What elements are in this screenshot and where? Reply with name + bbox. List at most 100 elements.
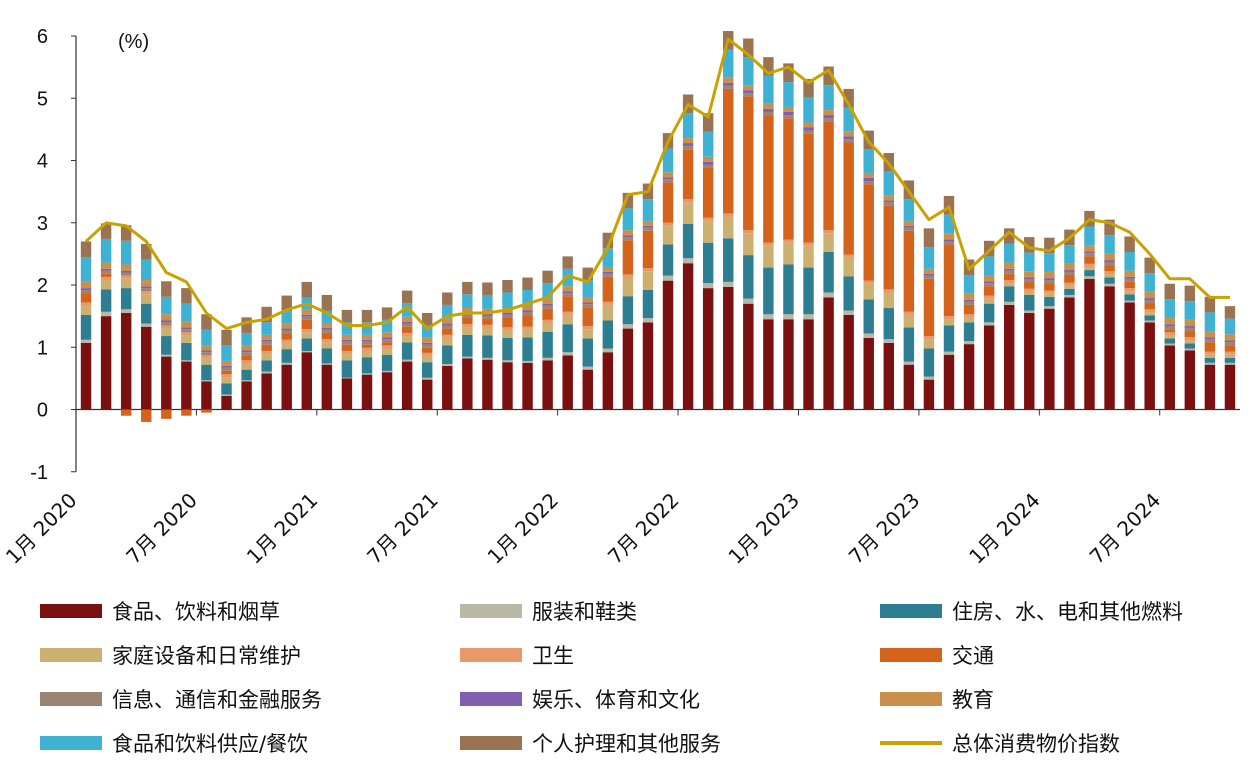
legend-label: 食品和饮料供应/餐饮: [112, 732, 309, 756]
bar-stack-2022-10: [743, 38, 754, 410]
bar-segment-s0: [1204, 364, 1216, 410]
bar-segment-s10: [1144, 257, 1155, 274]
bar-segment-s8: [923, 268, 935, 274]
bar-segment-s3: [1024, 291, 1035, 295]
bar-segment-s10: [783, 63, 794, 83]
bar-segment-s4: [141, 291, 152, 295]
bar-segment-s1: [261, 371, 272, 374]
bar-segment-s9: [1144, 273, 1155, 292]
bar-segment-s4: [582, 326, 593, 330]
bar-segment-s1: [522, 360, 533, 363]
y-tick-label: 5: [37, 88, 48, 110]
bar-stack-2024-10: [1224, 306, 1236, 410]
bar-segment-s2: [181, 342, 192, 361]
bar-segment-s6: [321, 329, 333, 333]
bar-segment-s3: [1044, 293, 1055, 297]
bar-stack-2022-02: [582, 267, 593, 410]
x-tick-label: 1月 2023: [723, 488, 804, 569]
bar-segment-s4: [963, 314, 975, 318]
bar-segment-s1: [1044, 306, 1055, 309]
bar-segment-s7: [381, 337, 393, 340]
bar-stack-2021-08: [462, 281, 473, 410]
bar-segment-s5: [482, 318, 493, 325]
bar-segment-s0: [642, 322, 654, 410]
bar-segment-s2: [221, 383, 232, 395]
bar-segment-s6: [1144, 299, 1155, 304]
bar-segment-s8: [161, 314, 172, 321]
bar-segment-s7: [843, 136, 854, 140]
bar-segment-s4: [482, 324, 493, 328]
legend-color-swatch: [460, 736, 522, 750]
bar-segment-s3: [1064, 285, 1075, 289]
bar-segment-s9: [843, 107, 854, 132]
bar-segment-s6: [783, 115, 794, 119]
bar-segment-s0: [1164, 345, 1175, 410]
bar-stack-2023-01: [803, 78, 814, 410]
bar-stack-2021-09: [482, 282, 493, 410]
legend-label: 住房、水、电和其他燃料: [952, 600, 1183, 624]
bar-segment-s4: [1204, 351, 1216, 355]
bar-segment-s0: [201, 381, 212, 410]
bar-segment-s5: [1144, 303, 1155, 310]
bar-segment-s5: [1184, 331, 1196, 338]
bar-segment-s10: [1204, 296, 1216, 313]
bar-segment-s9: [1003, 243, 1015, 263]
bar-segment-s6: [843, 139, 854, 143]
bar-segment-s8: [221, 360, 232, 366]
bar-stack-2020-05: [161, 281, 172, 419]
x-tick-label: 7月 2020: [121, 488, 202, 569]
bar-segment-s7: [1184, 326, 1196, 328]
legend-color-swatch: [40, 692, 102, 706]
bar-segment-s0: [321, 364, 333, 410]
bar-segment-s7: [903, 225, 915, 228]
y-tick-label: 0: [37, 400, 48, 422]
bar-segment-s3: [301, 332, 313, 339]
bar-segment-s4: [120, 275, 132, 279]
bar-stack-2023-07: [923, 228, 935, 410]
bar-segment-s9: [883, 171, 895, 196]
bar-segment-s10: [281, 295, 292, 312]
bar-segment-s8: [843, 131, 854, 137]
bar-segment-s2: [763, 267, 774, 315]
bar-segment-s5: [421, 347, 433, 353]
bar-segment-s4: [1003, 280, 1015, 284]
bar-segment-s8: [602, 266, 614, 272]
bar-stack-2020-06: [181, 288, 192, 416]
bar-segment-s8: [401, 316, 413, 322]
bar-segment-s10: [321, 294, 333, 311]
bar-segment-s2: [1024, 294, 1035, 311]
bar-segment-s8: [903, 220, 915, 226]
bar-segment-s5: [963, 304, 975, 315]
bar-segment-s8: [1044, 271, 1055, 279]
bar-stack-2021-12: [542, 270, 553, 410]
bar-segment-s8: [763, 103, 774, 109]
bar-segment-s1: [100, 311, 112, 317]
legend-item: 家庭设备和日常维护: [40, 640, 301, 670]
bar-segment-s6: [743, 93, 754, 97]
bar-stack-2022-06: [662, 133, 674, 410]
bar-segment-s9: [1164, 299, 1175, 318]
bar-segment-s0: [1064, 297, 1075, 410]
bar-segment-s1: [1084, 276, 1095, 279]
bar-segment-s4: [943, 316, 955, 320]
bar-segment-s0: [783, 319, 794, 410]
bar-stack-2023-04: [863, 130, 874, 410]
bar-stack-2020-09: [241, 317, 252, 410]
bar-segment-s10: [421, 313, 433, 326]
bar-segment-s10: [843, 88, 854, 108]
bar-segment-s9: [1224, 318, 1236, 335]
bar-stack-2021-10: [502, 280, 513, 410]
bar-segment-s6: [261, 341, 272, 345]
bar-segment-s6: [381, 339, 393, 343]
bar-segment-s9: [943, 214, 955, 234]
bar-segment-s4: [1184, 337, 1196, 341]
bar-segment-s5: [141, 409, 152, 422]
bar-segment-s3: [1164, 335, 1175, 339]
bar-segment-s8: [1144, 291, 1155, 299]
bar-segment-s4: [903, 311, 915, 315]
bar-segment-s4: [201, 355, 212, 359]
bar-segment-s9: [1084, 226, 1095, 246]
bar-segment-s2: [642, 289, 654, 318]
bar-segment-s3: [80, 305, 92, 315]
bar-segment-s8: [983, 275, 995, 282]
